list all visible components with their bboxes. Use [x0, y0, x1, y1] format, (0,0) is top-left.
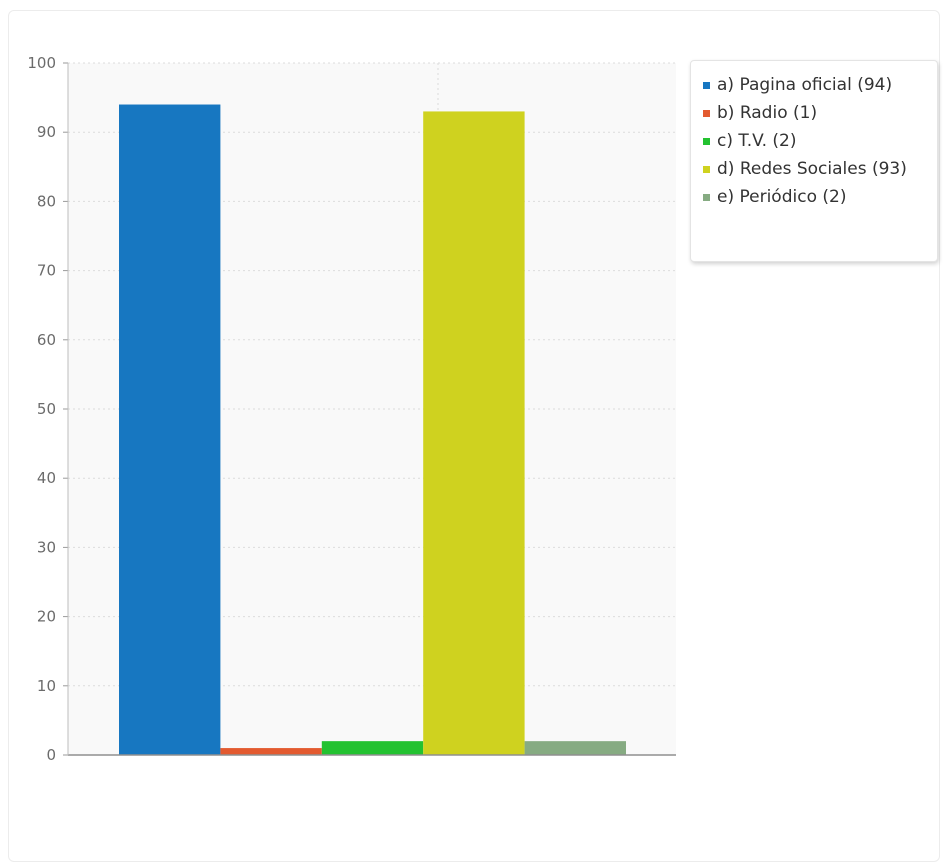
legend: a) Pagina oficial (94) b) Radio (1) c) T…: [690, 60, 938, 262]
legend-item-a[interactable]: a) Pagina oficial (94): [703, 71, 937, 99]
y-tick-label-30: 30: [37, 538, 56, 556]
y-tick-label-0: 0: [46, 746, 56, 764]
legend-label-e: e) Periódico (2): [717, 187, 847, 207]
bar-d[interactable]: [423, 111, 525, 755]
y-axis-ticks: 0 10 20 30 40 50 60 70 80 90 100: [27, 54, 68, 764]
bar-e[interactable]: [524, 741, 626, 755]
legend-swatch-c: [703, 137, 710, 145]
y-tick-label-40: 40: [37, 469, 56, 487]
y-tick-label-60: 60: [37, 331, 56, 349]
legend-swatch-a: [703, 81, 710, 89]
y-tick-label-50: 50: [37, 400, 56, 418]
bar-a[interactable]: [119, 104, 221, 755]
y-tick-label-20: 20: [37, 608, 56, 626]
y-tick-label-80: 80: [37, 192, 56, 210]
y-tick-label-90: 90: [37, 123, 56, 141]
legend-label-a: a) Pagina oficial (94): [717, 75, 893, 95]
y-tick-label-70: 70: [37, 262, 56, 280]
legend-swatch-d: [703, 165, 710, 173]
legend-label-c: c) T.V. (2): [717, 131, 797, 151]
bars: [119, 104, 626, 755]
legend-item-d[interactable]: d) Redes Sociales (93): [703, 155, 937, 183]
y-tick-label-10: 10: [37, 677, 56, 695]
legend-item-e[interactable]: e) Periódico (2): [703, 183, 937, 211]
y-tick-label-100: 100: [27, 54, 56, 72]
legend-item-b[interactable]: b) Radio (1): [703, 99, 937, 127]
bar-b[interactable]: [220, 748, 322, 755]
legend-item-c[interactable]: c) T.V. (2): [703, 127, 937, 155]
legend-label-d: d) Redes Sociales (93): [717, 159, 907, 179]
bar-c[interactable]: [321, 741, 424, 755]
legend-label-b: b) Radio (1): [717, 103, 818, 123]
legend-swatch-b: [703, 109, 710, 117]
legend-swatch-e: [703, 193, 710, 201]
